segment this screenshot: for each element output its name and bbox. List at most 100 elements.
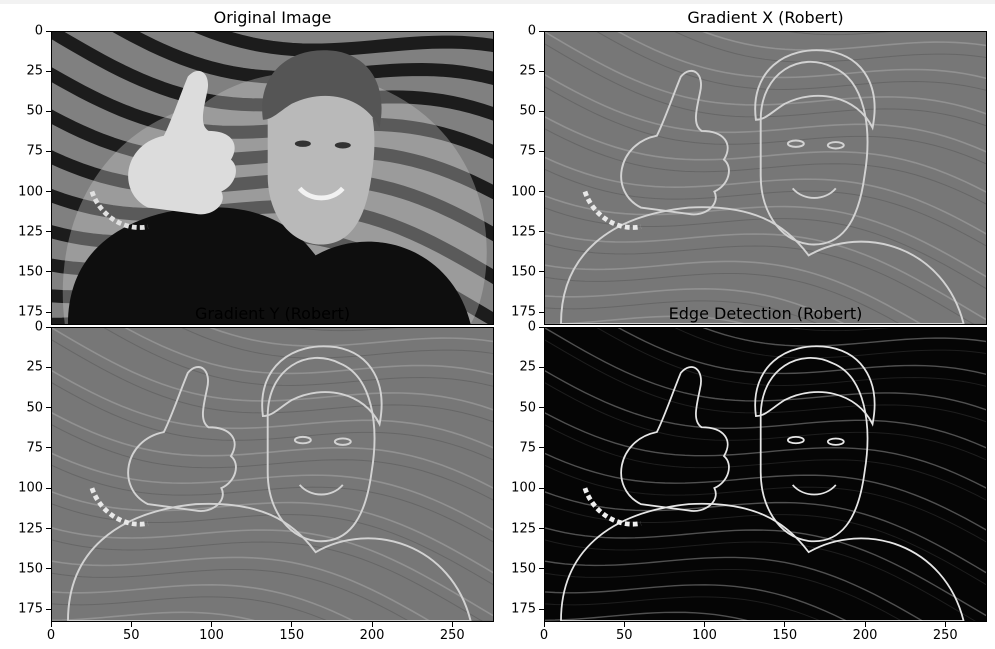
x-tick-label: 250	[933, 628, 958, 643]
y-tick-label: 0	[35, 320, 43, 335]
y-tick-mark	[539, 609, 544, 610]
x-tick-label: 150	[279, 628, 304, 643]
y-tick-label: 125	[18, 521, 43, 536]
y-tick-label: 100	[511, 481, 536, 496]
y-tick-mark	[539, 71, 544, 72]
x-tick-mark	[291, 622, 292, 627]
panel-title-gradient-x-robert: Gradient X (Robert)	[687, 8, 843, 27]
y-tick-mark	[46, 231, 51, 232]
y-tick-mark	[539, 528, 544, 529]
eye-left	[295, 141, 311, 147]
x-tick-mark	[865, 622, 866, 627]
x-tick-mark	[211, 622, 212, 627]
y-tick-label: 50	[26, 400, 43, 415]
x-tick-label: 150	[772, 628, 797, 643]
y-tick-label: 100	[18, 184, 43, 199]
y-tick-label: 0	[35, 24, 43, 39]
x-tick-mark	[51, 622, 52, 627]
y-tick-label: 175	[511, 602, 536, 617]
x-tick-label: 200	[853, 628, 878, 643]
y-tick-mark	[46, 271, 51, 272]
y-tick-mark	[539, 191, 544, 192]
y-tick-mark	[46, 367, 51, 368]
panel-title-edge-detection-robert: Edge Detection (Robert)	[669, 304, 863, 323]
y-tick-mark	[539, 231, 544, 232]
y-tick-mark	[46, 151, 51, 152]
panel-title-gradient-y-robert: Gradient Y (Robert)	[195, 304, 350, 323]
y-tick-mark	[46, 488, 51, 489]
x-tick-label: 0	[540, 628, 548, 643]
x-tick-label: 200	[360, 628, 385, 643]
y-tick-label: 125	[511, 224, 536, 239]
y-tick-mark	[46, 447, 51, 448]
y-tick-mark	[539, 151, 544, 152]
x-tick-mark	[131, 622, 132, 627]
y-tick-label: 125	[18, 224, 43, 239]
y-tick-label: 150	[511, 264, 536, 279]
y-tick-label: 175	[511, 305, 536, 320]
y-tick-mark	[46, 71, 51, 72]
eye-right	[335, 142, 351, 148]
x-tick-label: 100	[199, 628, 224, 643]
y-tick-label: 75	[519, 144, 536, 159]
y-tick-mark	[46, 528, 51, 529]
x-tick-label: 50	[123, 628, 140, 643]
y-tick-mark	[539, 327, 544, 328]
y-tick-label: 150	[18, 561, 43, 576]
y-tick-mark	[539, 312, 544, 313]
y-tick-mark	[539, 407, 544, 408]
y-tick-label: 125	[511, 521, 536, 536]
image-canvas	[545, 328, 986, 621]
image-panel-original-image	[51, 31, 494, 325]
x-tick-mark	[624, 622, 625, 627]
y-tick-mark	[46, 31, 51, 32]
x-tick-mark	[544, 622, 545, 627]
y-tick-mark	[46, 191, 51, 192]
y-tick-mark	[539, 31, 544, 32]
x-tick-mark	[945, 622, 946, 627]
y-tick-mark	[46, 111, 51, 112]
y-tick-mark	[539, 447, 544, 448]
image-panel-edge-detection-robert	[544, 327, 987, 622]
x-tick-label: 0	[47, 628, 55, 643]
y-tick-label: 75	[26, 440, 43, 455]
y-tick-label: 25	[519, 64, 536, 79]
y-tick-label: 50	[519, 400, 536, 415]
x-tick-label: 100	[692, 628, 717, 643]
y-tick-label: 75	[519, 440, 536, 455]
y-tick-label: 25	[26, 64, 43, 79]
figure-top-strip	[0, 0, 995, 4]
y-tick-label: 0	[528, 320, 536, 335]
y-tick-label: 50	[519, 104, 536, 119]
y-tick-mark	[46, 609, 51, 610]
x-tick-label: 250	[440, 628, 465, 643]
y-tick-label: 150	[18, 264, 43, 279]
y-tick-mark	[46, 312, 51, 313]
y-tick-label: 100	[511, 184, 536, 199]
y-tick-mark	[46, 327, 51, 328]
y-tick-mark	[46, 568, 51, 569]
y-tick-label: 25	[26, 360, 43, 375]
y-tick-label: 100	[18, 481, 43, 496]
x-tick-mark	[784, 622, 785, 627]
x-tick-label: 50	[616, 628, 633, 643]
y-tick-label: 150	[511, 561, 536, 576]
y-tick-mark	[539, 111, 544, 112]
y-tick-mark	[539, 488, 544, 489]
image-canvas	[52, 32, 493, 324]
x-tick-mark	[452, 622, 453, 627]
y-tick-mark	[539, 568, 544, 569]
y-tick-label: 75	[26, 144, 43, 159]
panel-title-original-image: Original Image	[214, 8, 332, 27]
image-canvas	[52, 328, 493, 621]
y-tick-mark	[539, 367, 544, 368]
y-tick-mark	[539, 271, 544, 272]
y-tick-label: 175	[18, 602, 43, 617]
x-tick-mark	[372, 622, 373, 627]
image-panel-gradient-y-robert	[51, 327, 494, 622]
y-tick-label: 25	[519, 360, 536, 375]
x-tick-mark	[704, 622, 705, 627]
y-tick-label: 0	[528, 24, 536, 39]
y-tick-label: 175	[18, 305, 43, 320]
y-tick-mark	[46, 407, 51, 408]
